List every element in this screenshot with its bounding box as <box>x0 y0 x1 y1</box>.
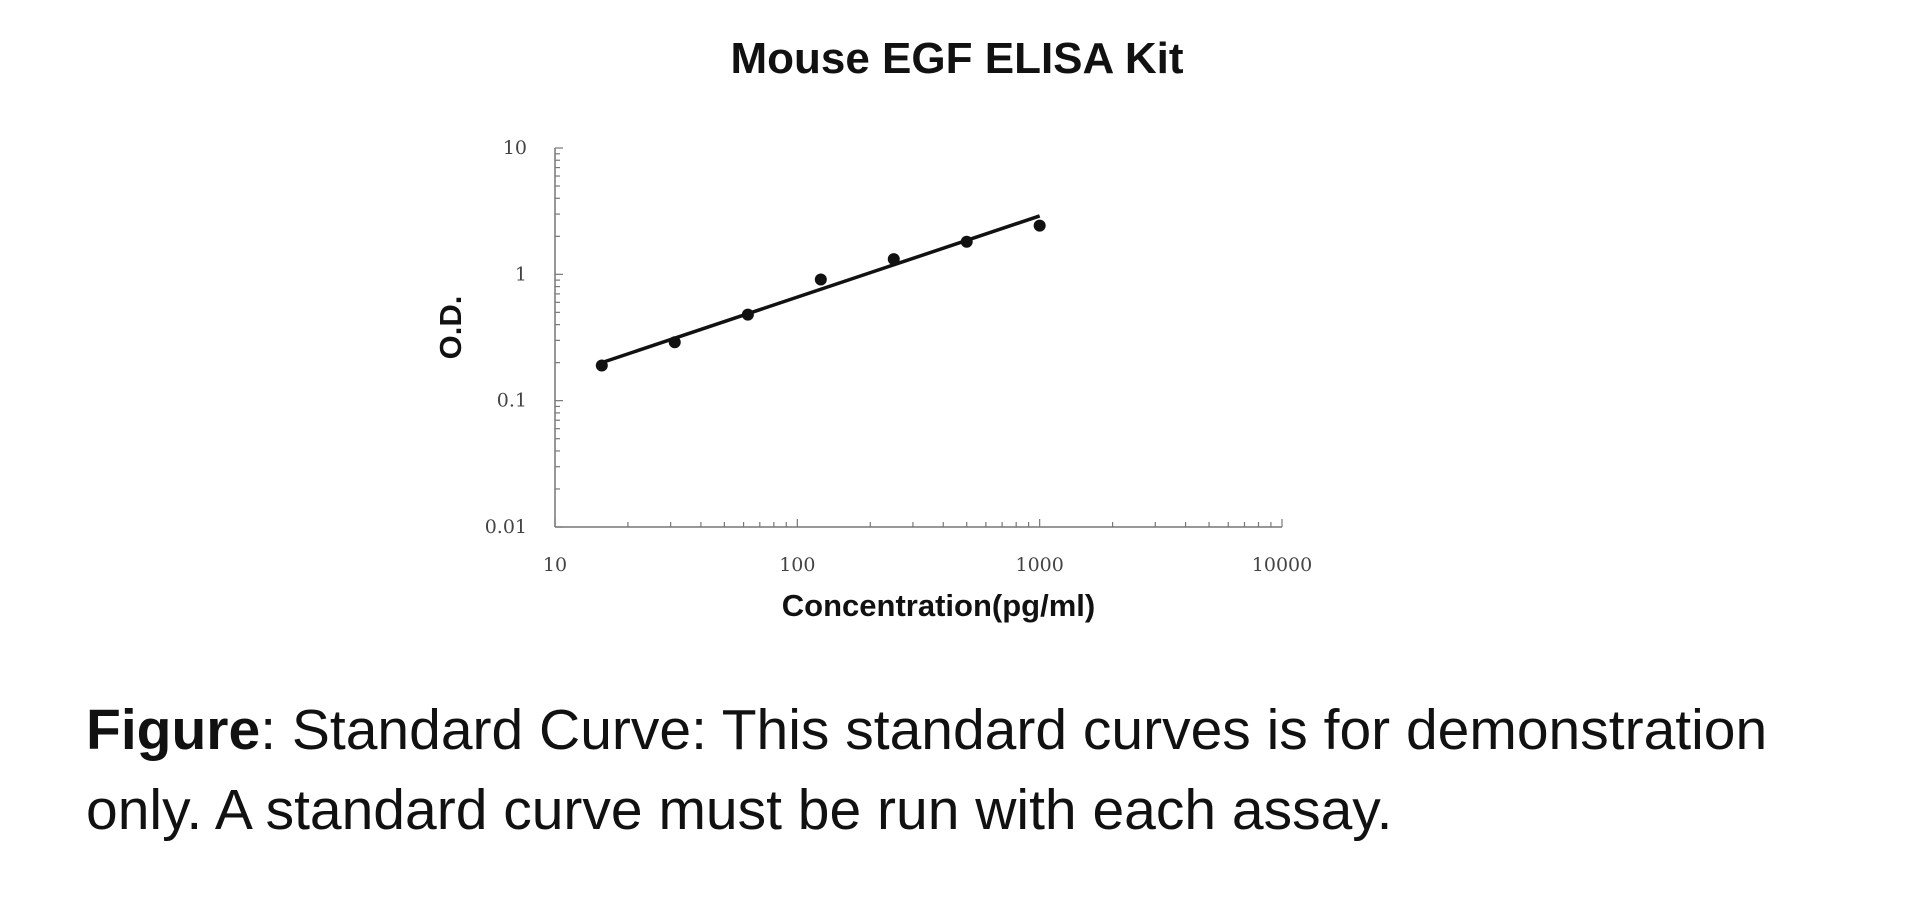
y-tick-label: 1 <box>515 263 527 285</box>
data-point <box>960 235 973 248</box>
x-tick-label: 1000 <box>1015 554 1063 576</box>
figure-caption: Figure: Standard Curve: This standard cu… <box>86 690 1886 850</box>
data-point <box>814 273 827 286</box>
x-tick-label: 10 <box>543 554 567 576</box>
x-tick-label: 10000 <box>1252 554 1312 576</box>
x-axis-label: Concentration(pg/ml) <box>782 588 1095 623</box>
y-tick-label: 0.1 <box>497 390 527 412</box>
data-point <box>1033 219 1046 232</box>
chart-title: Mouse EGF ELISA Kit <box>730 34 1184 83</box>
data-point <box>887 253 900 266</box>
data-point <box>595 359 608 372</box>
y-axis-label: O.D. <box>433 296 468 360</box>
standard-curve-chart: 10 100 1000 10000 10 1 0.1 0.01 Concentration(p… <box>433 137 1313 623</box>
x-tick-label: 100 <box>779 554 815 576</box>
y-tick-label: 0.01 <box>485 516 527 538</box>
data-point <box>741 308 754 321</box>
caption-text: : Standard Curve: This standard curves i… <box>86 698 1768 842</box>
fit-line <box>601 214 1041 365</box>
data-points-group <box>595 219 1046 372</box>
chart-tick-labels: 10 100 1000 10000 10 1 0.1 0.01 <box>485 137 1313 576</box>
data-point <box>668 336 681 349</box>
fit-line-group <box>601 214 1041 365</box>
caption-lead: Figure <box>86 698 261 762</box>
chart-ticks <box>554 147 1283 528</box>
y-tick-label: 10 <box>503 137 527 159</box>
chart-axes <box>554 148 1282 528</box>
